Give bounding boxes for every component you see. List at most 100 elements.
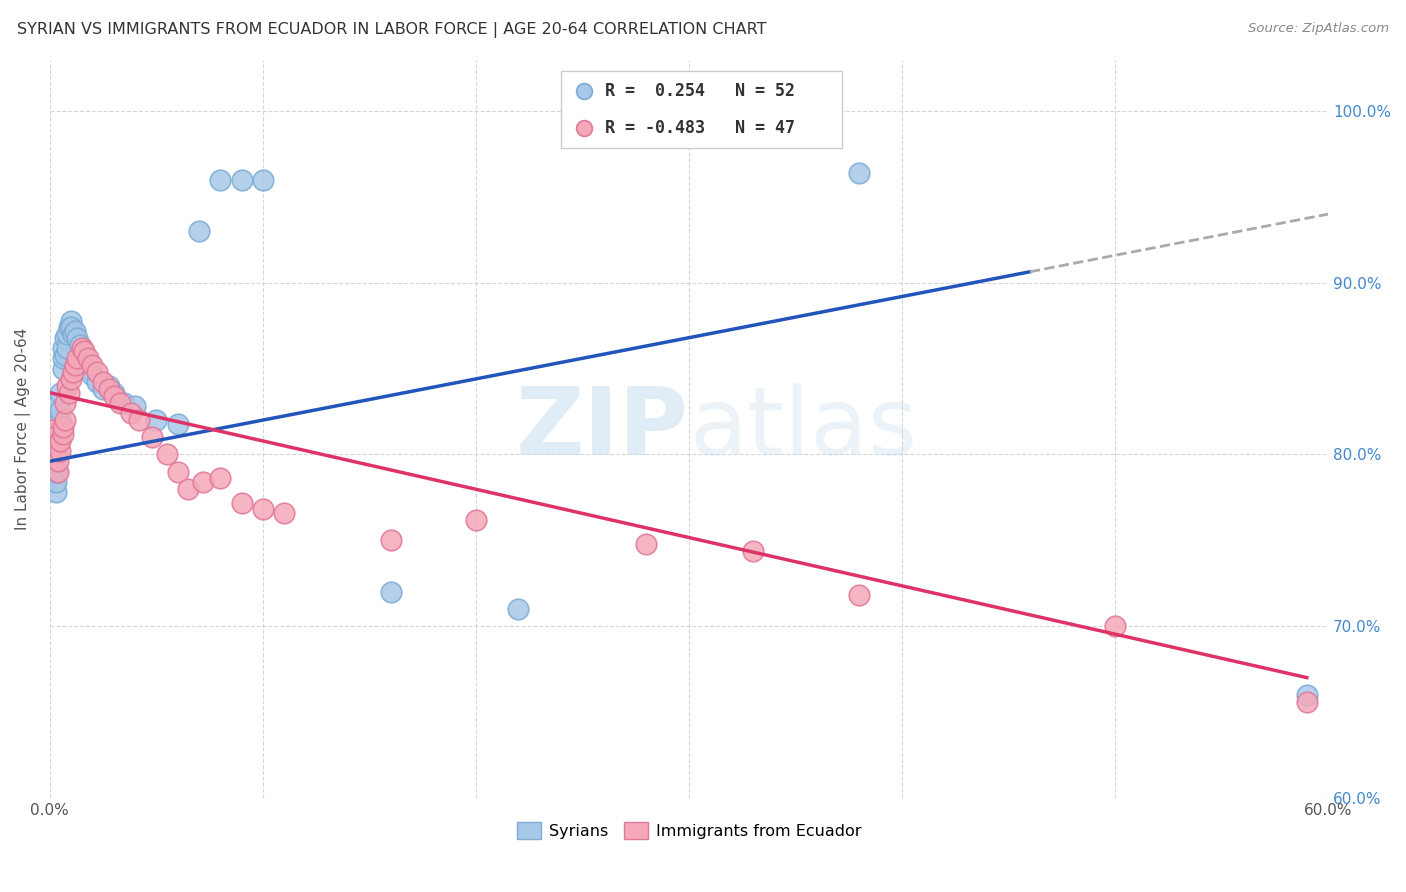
Point xyxy=(929,176,952,190)
Point xyxy=(252,502,274,516)
Point xyxy=(41,447,63,461)
Point xyxy=(41,424,63,438)
Point xyxy=(60,313,83,327)
Point xyxy=(60,372,83,386)
Point xyxy=(464,513,486,527)
Point xyxy=(741,543,763,558)
Point xyxy=(42,456,65,470)
Point xyxy=(45,447,67,461)
Point xyxy=(69,337,91,351)
Text: R =  0.254   N = 52: R = 0.254 N = 52 xyxy=(605,81,794,100)
Point xyxy=(53,396,76,410)
Point xyxy=(508,602,530,616)
Point xyxy=(42,447,65,461)
Point xyxy=(49,444,72,458)
Point xyxy=(929,262,952,277)
Point xyxy=(45,447,67,461)
Point xyxy=(49,385,72,400)
Point xyxy=(46,465,69,479)
Point xyxy=(42,447,65,461)
Y-axis label: In Labor Force | Age 20-64: In Labor Force | Age 20-64 xyxy=(15,327,31,530)
Point xyxy=(42,430,65,444)
Point xyxy=(65,358,87,372)
Point xyxy=(1104,619,1126,633)
Point xyxy=(70,341,93,355)
Point xyxy=(231,173,253,187)
Point xyxy=(1295,695,1317,709)
Text: SYRIAN VS IMMIGRANTS FROM ECUADOR IN LABOR FORCE | AGE 20-64 CORRELATION CHART: SYRIAN VS IMMIGRANTS FROM ECUADOR IN LAB… xyxy=(17,22,766,38)
Point xyxy=(46,413,69,427)
Point xyxy=(156,447,179,461)
Point xyxy=(103,389,125,403)
Point xyxy=(91,382,114,396)
Point xyxy=(380,533,402,548)
Point xyxy=(56,341,79,355)
Point xyxy=(41,454,63,468)
Point xyxy=(77,361,100,376)
Point xyxy=(58,385,80,400)
Point xyxy=(636,537,658,551)
Point xyxy=(141,430,163,444)
Point xyxy=(66,351,89,366)
Point xyxy=(177,482,200,496)
Point xyxy=(49,402,72,417)
Point xyxy=(51,426,73,441)
Point xyxy=(112,396,135,410)
Point xyxy=(46,425,69,439)
Point xyxy=(56,327,79,342)
Point xyxy=(46,454,69,468)
Point xyxy=(98,378,121,392)
Point xyxy=(103,385,125,400)
Point xyxy=(145,413,167,427)
Point xyxy=(51,351,73,366)
Point xyxy=(108,396,131,410)
Point xyxy=(42,475,65,489)
Point xyxy=(187,224,209,238)
Point xyxy=(380,584,402,599)
Point xyxy=(1295,688,1317,702)
Point xyxy=(41,434,63,448)
Point xyxy=(66,331,89,345)
Point xyxy=(53,348,76,362)
Point xyxy=(77,351,100,366)
Point xyxy=(51,341,73,355)
Point xyxy=(53,331,76,345)
Point xyxy=(51,420,73,434)
Point xyxy=(166,465,188,479)
Point xyxy=(60,320,83,334)
Text: ZIP: ZIP xyxy=(516,383,689,475)
Point xyxy=(848,166,870,180)
Text: R = -0.483   N = 47: R = -0.483 N = 47 xyxy=(605,119,794,136)
Point xyxy=(166,417,188,431)
Point xyxy=(70,351,93,366)
Point xyxy=(86,365,108,379)
Point xyxy=(91,376,114,390)
Point xyxy=(98,382,121,396)
Point xyxy=(51,361,73,376)
Point xyxy=(45,475,67,489)
Point xyxy=(209,471,232,485)
Point xyxy=(62,365,84,379)
Legend: Syrians, Immigrants from Ecuador: Syrians, Immigrants from Ecuador xyxy=(510,816,868,846)
Point xyxy=(46,396,69,410)
Point xyxy=(73,344,96,359)
Point xyxy=(252,173,274,187)
Point xyxy=(45,437,67,451)
Point xyxy=(65,324,87,338)
Point xyxy=(49,434,72,448)
Point xyxy=(273,506,295,520)
Point xyxy=(58,320,80,334)
Text: Source: ZipAtlas.com: Source: ZipAtlas.com xyxy=(1249,22,1389,36)
Point xyxy=(86,376,108,390)
Point xyxy=(73,358,96,372)
Point xyxy=(120,406,142,420)
Point xyxy=(45,465,67,479)
Point xyxy=(62,327,84,342)
Point xyxy=(49,413,72,427)
Point xyxy=(191,475,214,489)
Point xyxy=(56,378,79,392)
Point xyxy=(209,173,232,187)
Point xyxy=(53,413,76,427)
Point xyxy=(848,588,870,602)
FancyBboxPatch shape xyxy=(561,70,842,148)
